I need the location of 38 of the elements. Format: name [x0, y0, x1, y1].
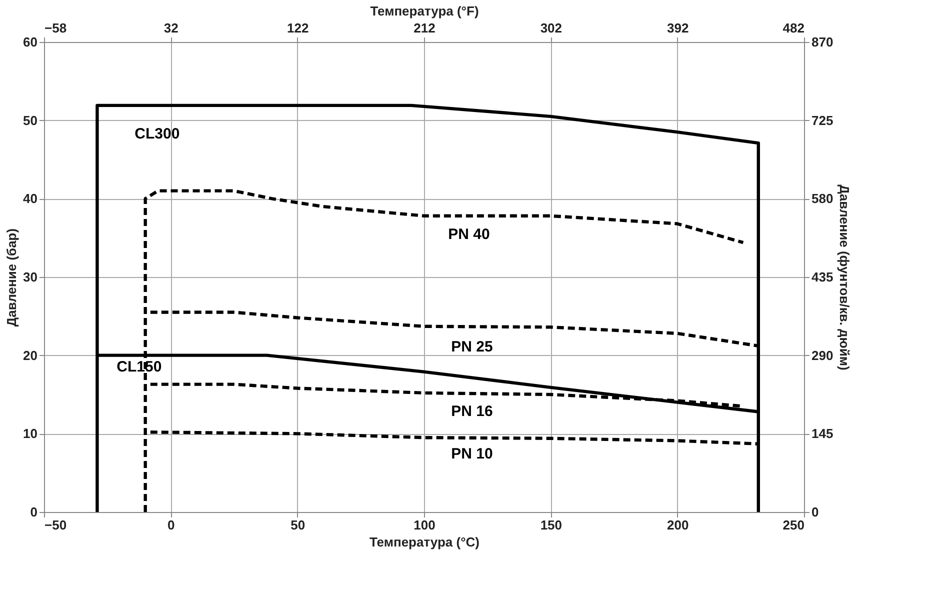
x-tick-label: 0 — [168, 518, 175, 532]
y2-tick-label: 0 — [812, 504, 819, 520]
series-label: PN 10 — [451, 446, 493, 463]
x2-tick-label: −58 — [44, 20, 67, 36]
y-tick-label: 0 — [30, 504, 38, 520]
y-tick-label: 40 — [23, 191, 38, 206]
y-axis-title: Давление (бар) — [4, 228, 20, 327]
y-tick-label: 30 — [23, 270, 38, 284]
y2-tick-label: 435 — [812, 270, 834, 284]
x-tick-label: −50 — [44, 518, 67, 532]
y2-tick-label: 870 — [812, 34, 834, 50]
series-label: CL150 — [116, 358, 162, 376]
x2-axis-title: Температура (°F) — [370, 4, 479, 18]
y-tick-label: 20 — [23, 348, 38, 363]
x-tick-label: 150 — [540, 518, 562, 532]
series-label: PN 16 — [451, 402, 493, 420]
y2-tick-label: 580 — [812, 191, 834, 206]
series-label: PN 25 — [451, 338, 493, 356]
x2-tick-label: 302 — [540, 20, 562, 36]
x2-tick-label: 32 — [164, 20, 178, 36]
x-tick-label: 200 — [666, 518, 689, 532]
y-tick-label: 50 — [23, 112, 38, 128]
y2-axis-title: Давление (фунтов/кв. дюйм) — [837, 184, 852, 370]
y-tick-label: 60 — [23, 34, 38, 50]
y2-tick-label: 725 — [812, 112, 834, 128]
x2-tick-label: 482 — [782, 20, 804, 36]
x2-tick-label: 212 — [414, 20, 436, 36]
x2-tick-label: 392 — [666, 20, 689, 36]
series-label: CL300 — [134, 125, 180, 142]
y2-tick-label: 145 — [812, 426, 834, 442]
series-label: PN 40 — [448, 226, 490, 243]
x2-tick-label: 122 — [286, 20, 309, 36]
x-tick-label: 100 — [414, 518, 436, 532]
x-axis-title: Температура (°C) — [370, 534, 480, 550]
x-tick-label: 50 — [290, 518, 306, 532]
x-tick-label: 250 — [782, 518, 804, 532]
y2-tick-label: 290 — [812, 348, 834, 363]
y-tick-label: 10 — [23, 426, 38, 442]
